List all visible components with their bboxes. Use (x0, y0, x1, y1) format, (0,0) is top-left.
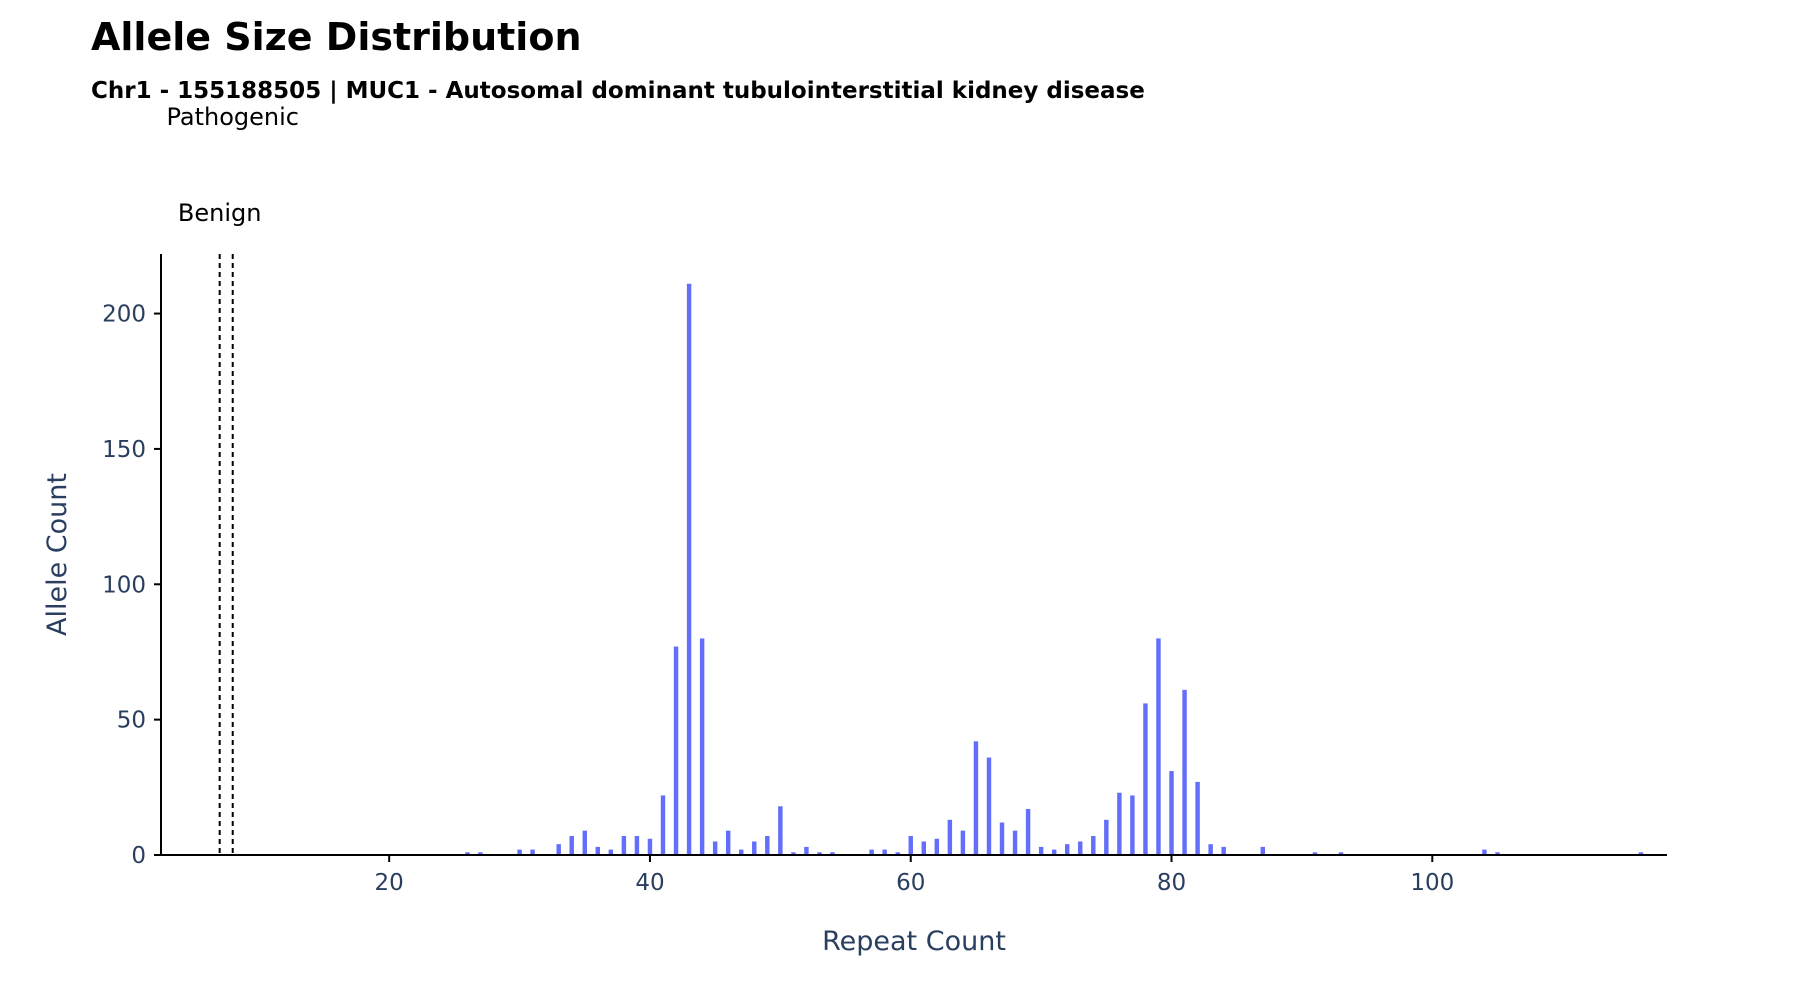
y-axis-title: Allele Count (42, 473, 73, 636)
bar (869, 849, 874, 855)
bar (804, 846, 809, 855)
x-tick-label: 20 (375, 870, 404, 896)
y-tick-label: 100 (102, 572, 146, 598)
bar (556, 844, 561, 855)
bar (1078, 841, 1083, 855)
bar (517, 849, 522, 855)
bar (1143, 703, 1148, 855)
bar (986, 757, 992, 855)
bars-group (465, 283, 1644, 855)
x-tick-labels: 20 40 60 80 100 (375, 855, 1454, 896)
bar (569, 836, 574, 855)
y-tick-label: 200 (102, 302, 146, 328)
pathogenic-threshold-label: Pathogenic (166, 103, 298, 131)
bar (1495, 852, 1500, 855)
bar (699, 638, 705, 855)
y-tick-label: 150 (102, 437, 146, 463)
bar (882, 849, 887, 855)
bar (830, 852, 835, 855)
bar (934, 838, 940, 855)
bar (1038, 846, 1044, 855)
bar (660, 795, 666, 855)
bar (973, 741, 979, 855)
bar (1208, 844, 1213, 855)
bar (960, 830, 966, 855)
bar (1195, 781, 1200, 855)
chart-title: Allele Size Distribution (91, 15, 582, 59)
bar (1221, 846, 1226, 855)
bar (1156, 638, 1161, 855)
bar (1064, 844, 1070, 855)
bar (608, 849, 614, 855)
bar (725, 830, 731, 855)
bar (1051, 849, 1057, 855)
bar (1638, 852, 1644, 855)
bar (465, 852, 470, 855)
bar (634, 836, 640, 855)
y-tick-label: 50 (117, 708, 146, 734)
bar (1130, 795, 1135, 855)
bar (999, 822, 1005, 855)
bar (595, 846, 601, 855)
bar (673, 646, 679, 855)
threshold-annotations: Benign Pathogenic (166, 103, 299, 855)
benign-threshold-label: Benign (178, 199, 262, 227)
x-axis-title: Repeat Count (822, 926, 1006, 957)
bar (582, 830, 587, 855)
bar (1025, 808, 1031, 855)
bar (712, 841, 718, 855)
x-tick-label: 100 (1410, 870, 1454, 896)
bar (817, 852, 822, 855)
x-tick-label: 80 (1157, 870, 1186, 896)
bar (895, 852, 900, 855)
bar (647, 838, 653, 855)
bar (478, 852, 483, 855)
bar (1169, 771, 1174, 855)
bar (752, 841, 757, 855)
x-tick-label: 40 (635, 870, 664, 896)
x-tick-label: 60 (896, 870, 925, 896)
bar (739, 849, 744, 855)
bar (1117, 792, 1122, 855)
bar (621, 836, 627, 855)
bar (686, 283, 692, 855)
y-tick-label: 0 (131, 843, 146, 869)
bar (1091, 836, 1096, 855)
bar (791, 852, 796, 855)
bar (921, 841, 926, 855)
bar (1260, 846, 1266, 855)
chart-subtitle: Chr1 - 155188505 | MUC1 - Autosomal domi… (91, 78, 1145, 104)
bar (1312, 852, 1318, 855)
y-tick-labels: 0 50 100 150 200 (102, 302, 161, 869)
bar (1338, 852, 1344, 855)
bar (1482, 849, 1487, 855)
bar (778, 806, 783, 855)
bar (1012, 830, 1018, 855)
bar (530, 849, 535, 855)
bar (1182, 689, 1187, 855)
bar (1104, 819, 1109, 855)
bar (765, 836, 770, 855)
bar (908, 836, 913, 855)
bar (947, 819, 953, 855)
